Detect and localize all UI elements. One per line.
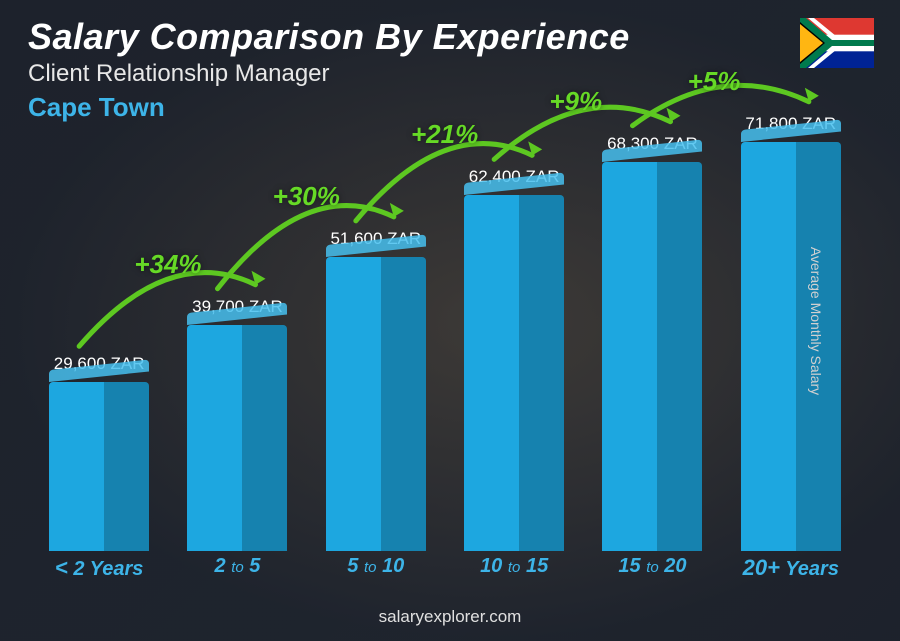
footer-attribution: salaryexplorer.com	[0, 607, 900, 627]
x-axis-label: 5 to 10	[316, 555, 436, 585]
pct-label: +5%	[688, 66, 741, 97]
y-axis-label: Average Monthly Salary	[808, 246, 824, 394]
x-axis-label: 10 to 15	[454, 555, 574, 585]
pct-label: +34%	[134, 249, 201, 280]
bar-chart: 29,600 ZAR 39,700 ZAR 51,600 ZAR 62,400 …	[30, 95, 860, 585]
chart-subtitle: Client Relationship Manager	[28, 60, 630, 88]
x-axis-label: < 2 Years	[39, 555, 159, 585]
pct-label: +21%	[411, 119, 478, 150]
flag-icon	[800, 18, 874, 68]
pct-label: +30%	[273, 181, 340, 212]
pct-arc	[30, 95, 860, 551]
chart-location: Cape Town	[28, 92, 630, 123]
x-axis-label: 20+ Years	[731, 555, 851, 585]
x-axis-label: 2 to 5	[177, 555, 297, 585]
x-axis-label: 15 to 20	[592, 555, 712, 585]
x-axis-labels: < 2 Years 2 to 5 5 to 10 10 to 15 15 to 20 20…	[30, 555, 860, 585]
chart-title: Salary Comparison By Experience	[28, 16, 630, 58]
header: Salary Comparison By Experience Client R…	[28, 16, 630, 123]
